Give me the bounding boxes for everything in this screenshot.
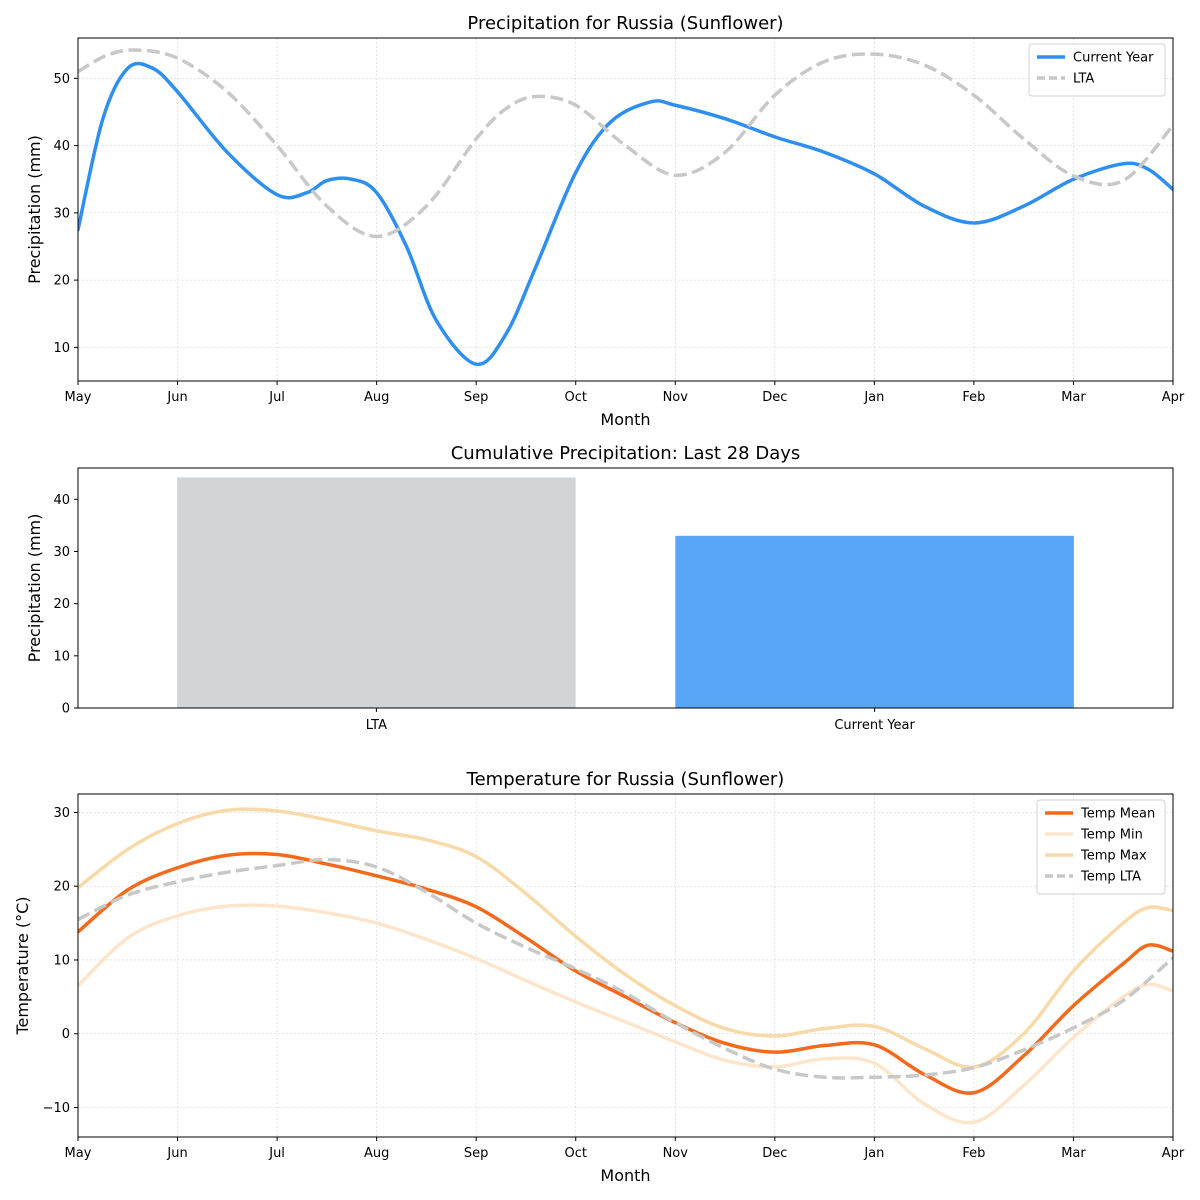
y-tick-label: 30	[53, 206, 70, 221]
legend-label-temp-mean: Temp Mean	[1080, 807, 1155, 822]
p2-title: Cumulative Precipitation: Last 28 Days	[451, 443, 801, 464]
x-tick-label: Jun	[166, 390, 187, 405]
legend-label-temp-lta: Temp LTA	[1080, 870, 1141, 885]
p1-grid	[77, 38, 1174, 381]
x-tick-label: Mar	[1061, 1146, 1086, 1161]
p3-plot-frame	[77, 793, 1174, 1138]
p2-plot-frame	[77, 467, 1174, 709]
y-tick-label: 20	[53, 880, 70, 895]
x-tick-label: Oct	[564, 390, 586, 405]
x-tick-label: Sep	[464, 1146, 489, 1161]
x-tick-label: Jul	[268, 1146, 285, 1161]
series-line-temp-max	[78, 807, 1173, 1069]
p1-plot-frame	[77, 37, 1174, 382]
y-tick-label: 0	[62, 1027, 70, 1042]
y-tick-label: 10	[53, 649, 70, 664]
x-tick-label: Sep	[464, 390, 489, 405]
x-tick-label: Jun	[166, 1146, 187, 1161]
p1-legend: Current Year LTA	[1028, 43, 1166, 97]
x-tick-label: Current Year	[834, 718, 915, 733]
p1-series-layer	[78, 48, 1173, 366]
p3-x-axis-label: Month	[600, 1166, 650, 1185]
x-tick-label: Mar	[1061, 390, 1086, 405]
p3-series-layer	[78, 807, 1173, 1125]
p3-legend: Temp Mean Temp Min Temp Max Temp LTA	[1036, 799, 1166, 895]
legend-label-temp-min: Temp Min	[1080, 828, 1143, 843]
y-tick-label: 10	[53, 341, 70, 356]
legend-label-temp-max: Temp Max	[1080, 849, 1147, 864]
x-tick-label: Jul	[268, 390, 285, 405]
x-tick-label: Dec	[762, 390, 787, 405]
p2-y-ticks: 0 10 20 30 40	[53, 493, 78, 717]
x-tick-label: Apr	[1162, 1146, 1185, 1161]
series-line-temp-min	[78, 903, 1173, 1125]
x-tick-label: Nov	[663, 390, 689, 405]
p2-x-ticks: LTA Current Year	[366, 708, 916, 733]
x-tick-label: Dec	[762, 1146, 787, 1161]
legend-frame	[1036, 799, 1166, 895]
bar-current-year	[675, 535, 1074, 708]
x-tick-label: LTA	[366, 718, 387, 733]
y-tick-label: 20	[53, 274, 70, 289]
legend-label-current-year: Current Year	[1073, 51, 1154, 66]
y-tick-label: −10	[43, 1101, 70, 1116]
x-tick-label: Apr	[1162, 390, 1185, 405]
p3-y-axis-label: Temperature (°C)	[13, 896, 32, 1035]
x-tick-label: Aug	[364, 1146, 389, 1161]
y-tick-label: 10	[53, 953, 70, 968]
series-line-temp-lta	[78, 857, 1173, 1080]
p3-y-ticks: −10 0 10 20 30	[43, 806, 78, 1116]
y-tick-label: 40	[53, 139, 70, 154]
p2-bars	[177, 477, 1074, 708]
y-tick-label: 50	[53, 72, 70, 87]
p1-title: Precipitation for Russia (Sunflower)	[467, 13, 783, 34]
x-tick-label: Feb	[962, 1146, 985, 1161]
x-tick-label: Jan	[863, 1146, 884, 1161]
x-tick-label: Oct	[564, 1146, 586, 1161]
cumulative-precipitation-bar-chart: LTA Current Year 0 10 20 30 40 Cumulative Pre…	[25, 443, 1174, 733]
p3-x-ticks: May Jun Jul Aug Sep Oct Nov Dec Jan Feb Mar Apr	[65, 1137, 1185, 1161]
bar-lta	[177, 477, 576, 708]
y-tick-label: 40	[53, 493, 70, 508]
p1-y-ticks: 10 20 30 40 50	[53, 72, 78, 356]
temperature-line-chart: May Jun Jul Aug Sep Oct Nov Dec Jan Feb Mar Apr −10…	[13, 769, 1185, 1185]
y-tick-label: 30	[53, 806, 70, 821]
x-tick-label: May	[65, 390, 92, 405]
precipitation-line-chart: May Jun Jul Aug Sep Oct Nov Dec Jan Feb Mar Apr 10 2…	[25, 13, 1185, 429]
p3-title: Temperature for Russia (Sunflower)	[466, 769, 785, 790]
p1-x-ticks: May Jun Jul Aug Sep Oct Nov Dec Jan Feb Mar Apr	[65, 381, 1185, 405]
p1-y-axis-label: Precipitation (mm)	[25, 135, 44, 284]
series-line-current-year	[78, 61, 1173, 366]
series-line-lta	[78, 48, 1173, 239]
x-tick-label: Nov	[663, 1146, 689, 1161]
y-tick-label: 20	[53, 597, 70, 612]
y-tick-label: 0	[62, 702, 70, 717]
x-tick-label: Jan	[863, 390, 884, 405]
y-tick-label: 30	[53, 545, 70, 560]
x-tick-label: Feb	[962, 390, 985, 405]
x-tick-label: Aug	[364, 390, 389, 405]
legend-label-lta: LTA	[1073, 72, 1094, 87]
p1-x-axis-label: Month	[600, 410, 650, 429]
p2-y-axis-label: Precipitation (mm)	[25, 514, 44, 663]
x-tick-label: May	[65, 1146, 92, 1161]
